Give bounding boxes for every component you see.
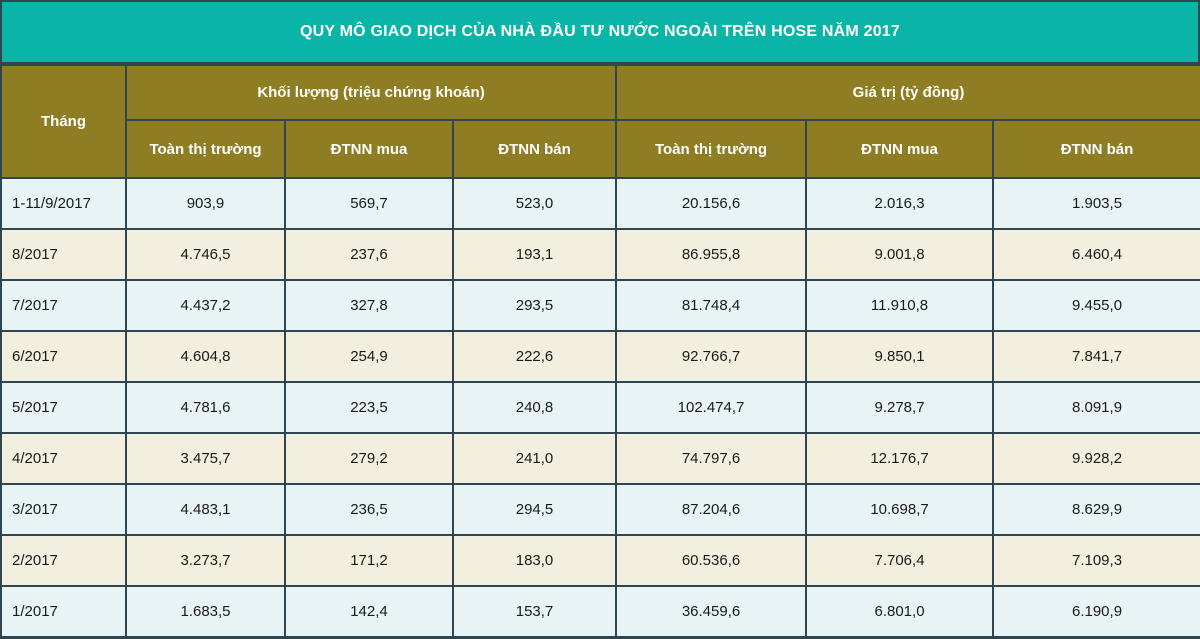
cell-volume-market: 903,9 — [127, 179, 284, 228]
table-row: 1/2017 1.683,5 142,4 153,7 36.459,6 6.801,0 6.… — [2, 587, 1200, 636]
cell-value-market: 20.156,6 — [617, 179, 806, 228]
cell-value-buy: 7.706,4 — [807, 536, 993, 585]
cell-value-sell: 6.460,4 — [994, 230, 1200, 279]
cell-volume-buy: 254,9 — [286, 332, 452, 381]
cell-volume-buy: 327,8 — [286, 281, 452, 330]
cell-month: 2/2017 — [2, 536, 125, 585]
cell-value-market: 86.955,8 — [617, 230, 806, 279]
cell-volume-buy: 569,7 — [286, 179, 452, 228]
cell-volume-sell: 183,0 — [454, 536, 616, 585]
cell-volume-sell: 241,0 — [454, 434, 616, 483]
cell-value-buy: 9.001,8 — [807, 230, 993, 279]
table-row: 8/2017 4.746,5 237,6 193,1 86.955,8 9.001,8 6.… — [2, 230, 1200, 279]
cell-volume-sell: 222,6 — [454, 332, 616, 381]
cell-month: 8/2017 — [2, 230, 125, 279]
cell-volume-market: 1.683,5 — [127, 587, 284, 636]
cell-value-market: 92.766,7 — [617, 332, 806, 381]
cell-value-sell: 7.109,3 — [994, 536, 1200, 585]
cell-value-buy: 9.850,1 — [807, 332, 993, 381]
cell-volume-market: 3.475,7 — [127, 434, 284, 483]
cell-value-sell: 8.629,9 — [994, 485, 1200, 534]
cell-volume-buy: 237,6 — [286, 230, 452, 279]
table-title: QUY MÔ GIAO DỊCH CỦA NHÀ ĐẦU TƯ NƯỚC NGO… — [2, 2, 1198, 62]
header-value-buy: ĐTNN mua — [807, 121, 993, 177]
table-row: 6/2017 4.604,8 254,9 222,6 92.766,7 9.850,1 7.… — [2, 332, 1200, 381]
table-row: 3/2017 4.483,1 236,5 294,5 87.204,6 10.698,7 8… — [2, 485, 1200, 534]
cell-value-market: 102.474,7 — [617, 383, 806, 432]
cell-volume-market: 4.781,6 — [127, 383, 284, 432]
cell-volume-sell: 294,5 — [454, 485, 616, 534]
cell-value-sell: 9.455,0 — [994, 281, 1200, 330]
header-group-value: Giá trị (tỷ đồng) — [617, 66, 1200, 119]
cell-volume-market: 3.273,7 — [127, 536, 284, 585]
cell-month: 1/2017 — [2, 587, 125, 636]
cell-value-market: 74.797,6 — [617, 434, 806, 483]
table-row: 7/2017 4.437,2 327,8 293,5 81.748,4 11.910,8 9… — [2, 281, 1200, 330]
cell-volume-market: 4.746,5 — [127, 230, 284, 279]
cell-value-sell: 1.903,5 — [994, 179, 1200, 228]
cell-month: 6/2017 — [2, 332, 125, 381]
cell-volume-sell: 293,5 — [454, 281, 616, 330]
cell-value-market: 60.536,6 — [617, 536, 806, 585]
cell-value-sell: 8.091,9 — [994, 383, 1200, 432]
cell-volume-market: 4.437,2 — [127, 281, 284, 330]
cell-volume-buy: 236,5 — [286, 485, 452, 534]
table-row: 2/2017 3.273,7 171,2 183,0 60.536,6 7.706,4 7.… — [2, 536, 1200, 585]
cell-month: 4/2017 — [2, 434, 125, 483]
cell-volume-market: 4.483,1 — [127, 485, 284, 534]
cell-value-market: 87.204,6 — [617, 485, 806, 534]
header-group-volume: Khối lượng (triệu chứng khoán) — [127, 66, 616, 119]
header-volume-buy: ĐTNN mua — [286, 121, 452, 177]
cell-volume-market: 4.604,8 — [127, 332, 284, 381]
cell-value-buy: 11.910,8 — [807, 281, 993, 330]
header-volume-sell: ĐTNN bán — [454, 121, 616, 177]
cell-volume-sell: 193,1 — [454, 230, 616, 279]
cell-value-buy: 9.278,7 — [807, 383, 993, 432]
data-table: Tháng Khối lượng (triệu chứng khoán) Giá… — [0, 64, 1200, 638]
cell-month: 7/2017 — [2, 281, 125, 330]
cell-month: 5/2017 — [2, 383, 125, 432]
cell-value-sell: 6.190,9 — [994, 587, 1200, 636]
cell-volume-buy: 142,4 — [286, 587, 452, 636]
cell-month: 3/2017 — [2, 485, 125, 534]
cell-value-market: 36.459,6 — [617, 587, 806, 636]
cell-volume-sell: 240,8 — [454, 383, 616, 432]
cell-value-buy: 10.698,7 — [807, 485, 993, 534]
cell-value-market: 81.748,4 — [617, 281, 806, 330]
header-month: Tháng — [2, 66, 125, 177]
cell-volume-buy: 279,2 — [286, 434, 452, 483]
cell-value-buy: 12.176,7 — [807, 434, 993, 483]
cell-volume-buy: 171,2 — [286, 536, 452, 585]
header-volume-market: Toàn thị trường — [127, 121, 284, 177]
cell-value-sell: 7.841,7 — [994, 332, 1200, 381]
table-row: 1-11/9/2017 903,9 569,7 523,0 20.156,6 2.016,… — [2, 179, 1200, 228]
header-value-sell: ĐTNN bán — [994, 121, 1200, 177]
header-value-market: Toàn thị trường — [617, 121, 806, 177]
table-row: 4/2017 3.475,7 279,2 241,0 74.797,6 12.176,7 9… — [2, 434, 1200, 483]
cell-volume-sell: 523,0 — [454, 179, 616, 228]
cell-value-buy: 2.016,3 — [807, 179, 993, 228]
cell-volume-buy: 223,5 — [286, 383, 452, 432]
cell-value-sell: 9.928,2 — [994, 434, 1200, 483]
cell-value-buy: 6.801,0 — [807, 587, 993, 636]
cell-volume-sell: 153,7 — [454, 587, 616, 636]
table-row: 5/2017 4.781,6 223,5 240,8 102.474,7 9.278,7 8… — [2, 383, 1200, 432]
cell-month: 1-11/9/2017 — [2, 179, 125, 228]
table-body: 1-11/9/2017 903,9 569,7 523,0 20.156,6 2.016,… — [2, 179, 1200, 636]
